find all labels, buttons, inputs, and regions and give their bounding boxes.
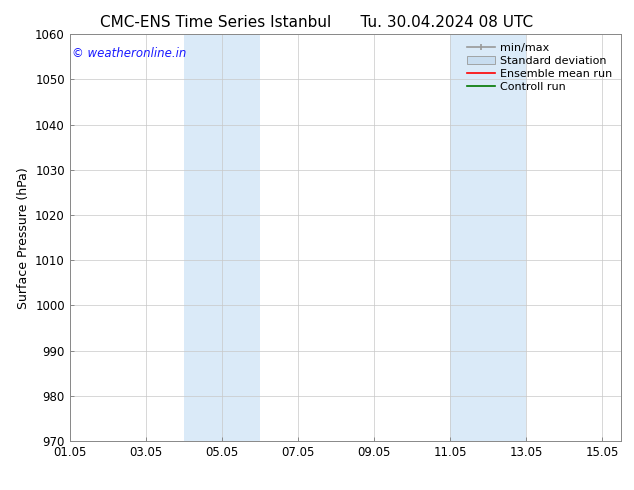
Bar <box>184 34 260 441</box>
Bar <box>450 34 526 441</box>
Y-axis label: Surface Pressure (hPa): Surface Pressure (hPa) <box>16 167 30 309</box>
Legend: min/max, Standard deviation, Ensemble mean run, Controll run: min/max, Standard deviation, Ensemble me… <box>463 40 616 95</box>
Text: © weatheronline.in: © weatheronline.in <box>72 47 187 59</box>
Text: CMC-ENS Time Series Istanbul      Tu. 30.04.2024 08 UTC: CMC-ENS Time Series Istanbul Tu. 30.04.2… <box>100 15 534 30</box>
